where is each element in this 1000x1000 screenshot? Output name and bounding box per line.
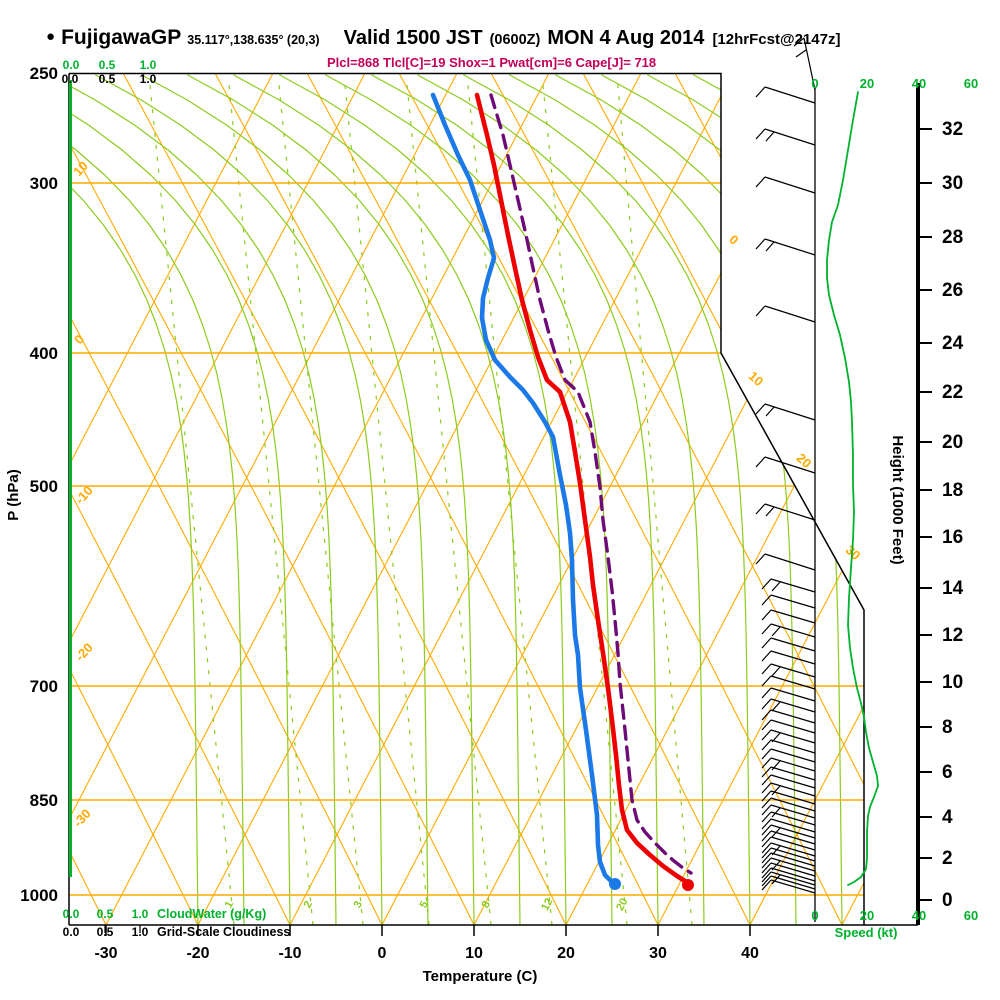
svg-text:10: 10 <box>746 368 767 389</box>
surface-temperature-dot <box>682 879 694 891</box>
svg-text:40: 40 <box>741 945 759 962</box>
valid-time-utc: (0600Z) <box>489 32 541 48</box>
svg-text:-20: -20 <box>186 945 209 962</box>
station-name: FujigawaGP <box>61 26 182 49</box>
svg-text:-10: -10 <box>278 945 301 962</box>
svg-text:14: 14 <box>942 578 964 599</box>
svg-text:2: 2 <box>942 848 953 869</box>
svg-text:Height (1000 Feet): Height (1000 Feet) <box>889 435 906 564</box>
svg-text:20: 20 <box>860 76 874 91</box>
svg-text:0.0: 0.0 <box>62 72 79 86</box>
svg-text:32: 32 <box>942 119 963 140</box>
svg-text:-30: -30 <box>94 945 117 962</box>
pressure-axis: 250 300 400 500 700 850 1000 P (hPa) <box>5 64 58 905</box>
svg-text:8: 8 <box>942 717 953 738</box>
svg-text:20: 20 <box>557 945 575 962</box>
svg-text:16: 16 <box>942 527 963 548</box>
wind-barbs <box>755 37 816 922</box>
svg-text:Temperature (C): Temperature (C) <box>423 968 538 985</box>
svg-text:30: 30 <box>942 173 963 194</box>
svg-text:10: 10 <box>70 158 91 179</box>
svg-text:1.0: 1.0 <box>140 58 157 72</box>
svg-text:250: 250 <box>30 64 58 83</box>
sounding-indices: Plcl=868 Tlcl[C]=19 Shox=1 Pwat[cm]=6 Ca… <box>327 55 657 70</box>
svg-text:2: 2 <box>302 899 315 910</box>
svg-text:500: 500 <box>30 477 58 496</box>
svg-text:0.0: 0.0 <box>63 907 80 921</box>
svg-text:P (hPa): P (hPa) <box>5 469 22 520</box>
chart-title: ● FujigawaGP 35.117°,138.635° (20,3) Val… <box>46 26 840 50</box>
svg-text:8: 8 <box>480 899 493 910</box>
svg-text:24: 24 <box>942 333 964 354</box>
svg-text:700: 700 <box>30 677 58 696</box>
svg-text:300: 300 <box>30 174 58 193</box>
wind-speed-curve <box>826 91 879 886</box>
svg-text:Grid-Scale Cloudiness: Grid-Scale Cloudiness <box>157 925 290 939</box>
svg-text:0.5: 0.5 <box>97 907 114 921</box>
svg-text:26: 26 <box>942 280 963 301</box>
svg-text:0.0: 0.0 <box>63 58 80 72</box>
svg-text:18: 18 <box>942 480 963 501</box>
svg-text:Speed (kt): Speed (kt) <box>835 925 898 940</box>
svg-text:0.0: 0.0 <box>63 925 80 939</box>
svg-text:60: 60 <box>964 76 978 91</box>
svg-text:0: 0 <box>726 232 741 248</box>
svg-text:1: 1 <box>223 899 236 910</box>
svg-text:30: 30 <box>649 945 667 962</box>
svg-text:850: 850 <box>30 791 58 810</box>
svg-text:0.5: 0.5 <box>99 72 116 86</box>
svg-text:20: 20 <box>794 450 815 471</box>
station-bullet-icon: ● <box>46 28 56 45</box>
forecast-lead: [12hrFcst@2147z] <box>712 31 841 48</box>
sounding-curves <box>430 92 694 891</box>
svg-text:28: 28 <box>942 227 963 248</box>
svg-text:1000: 1000 <box>20 886 58 905</box>
svg-text:12: 12 <box>942 625 963 646</box>
svg-text:0.5: 0.5 <box>99 58 116 72</box>
svg-text:60: 60 <box>964 908 978 923</box>
surface-dewpoint-dot <box>609 878 621 890</box>
svg-text:400: 400 <box>30 344 58 363</box>
svg-text:1.0: 1.0 <box>132 907 149 921</box>
svg-text:10: 10 <box>465 945 483 962</box>
svg-text:0: 0 <box>811 908 818 923</box>
svg-text:20: 20 <box>860 908 874 923</box>
svg-text:6: 6 <box>942 762 953 783</box>
svg-text:20: 20 <box>942 432 963 453</box>
svg-text:40: 40 <box>912 908 926 923</box>
station-coordinates: 35.117°,138.635° (20,3) <box>187 33 320 47</box>
svg-text:5: 5 <box>418 899 431 910</box>
svg-text:CloudWater (g/Kg): CloudWater (g/Kg) <box>157 907 266 921</box>
cloudwater-scale: 0.0 0.5 1.0 0.0 0.5 1.0 0.0 0.5 1.0 CloudWater (g… <box>62 58 291 939</box>
valid-date: MON 4 Aug 2014 <box>547 27 705 49</box>
svg-text:0: 0 <box>378 945 387 962</box>
svg-text:0: 0 <box>942 890 953 911</box>
valid-time: Valid 1500 JST <box>343 27 483 49</box>
svg-text:0: 0 <box>811 76 818 91</box>
svg-text:12: 12 <box>539 896 555 912</box>
svg-text:4: 4 <box>942 807 953 828</box>
svg-text:40: 40 <box>912 76 926 91</box>
temperature-axis: -30 -20 -10 0 10 20 30 40 Temperature (C) <box>94 925 759 985</box>
svg-text:22: 22 <box>942 382 963 403</box>
svg-text:20: 20 <box>614 896 630 912</box>
svg-text:-20: -20 <box>72 640 96 664</box>
svg-text:1.0: 1.0 <box>140 72 157 86</box>
svg-text:10: 10 <box>942 672 963 693</box>
svg-text:3: 3 <box>352 899 365 910</box>
